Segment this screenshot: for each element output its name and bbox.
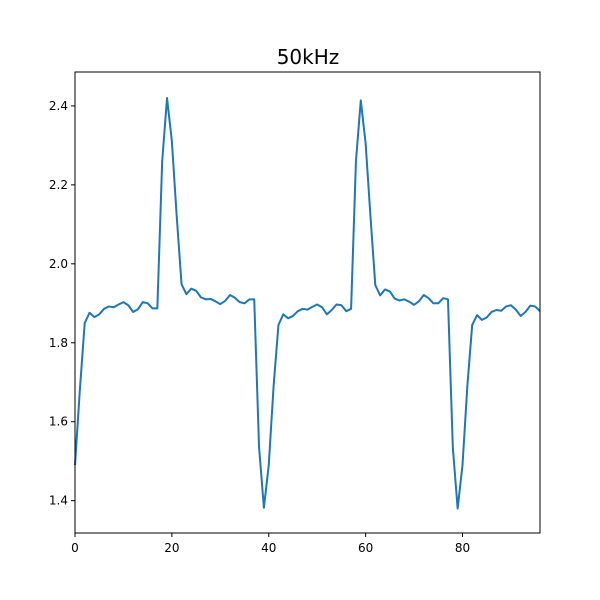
y-tick-label: 1.8 — [49, 336, 68, 350]
y-tick-label: 2.2 — [49, 178, 68, 192]
y-tick-label: 1.4 — [49, 494, 68, 508]
x-axis: 0 20 40 60 80 — [71, 533, 470, 555]
plot-frame — [74, 71, 541, 534]
x-tick-label: 60 — [358, 541, 373, 555]
x-tick-label: 80 — [455, 541, 470, 555]
series-line-0 — [74, 97, 541, 510]
chart-title: 50kHz — [277, 45, 340, 69]
y-tick-label: 1.6 — [49, 415, 68, 429]
x-tick-label: 20 — [164, 541, 179, 555]
x-tick-label: 40 — [261, 541, 276, 555]
x-tick-label: 0 — [71, 541, 79, 555]
y-tick-label: 2.4 — [49, 99, 68, 113]
y-axis: 1.4 1.6 1.8 2.0 2.2 2.4 — [49, 99, 75, 508]
series-layer — [74, 97, 541, 510]
y-tick-label: 2.0 — [49, 257, 68, 271]
